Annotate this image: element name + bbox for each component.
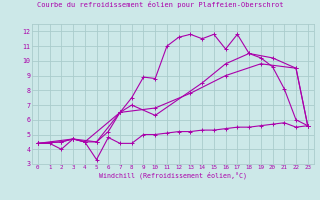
- X-axis label: Windchill (Refroidissement éolien,°C): Windchill (Refroidissement éolien,°C): [99, 172, 247, 179]
- Text: Courbe du refroidissement éolien pour Plaffeien-Oberschrot: Courbe du refroidissement éolien pour Pl…: [37, 1, 283, 8]
